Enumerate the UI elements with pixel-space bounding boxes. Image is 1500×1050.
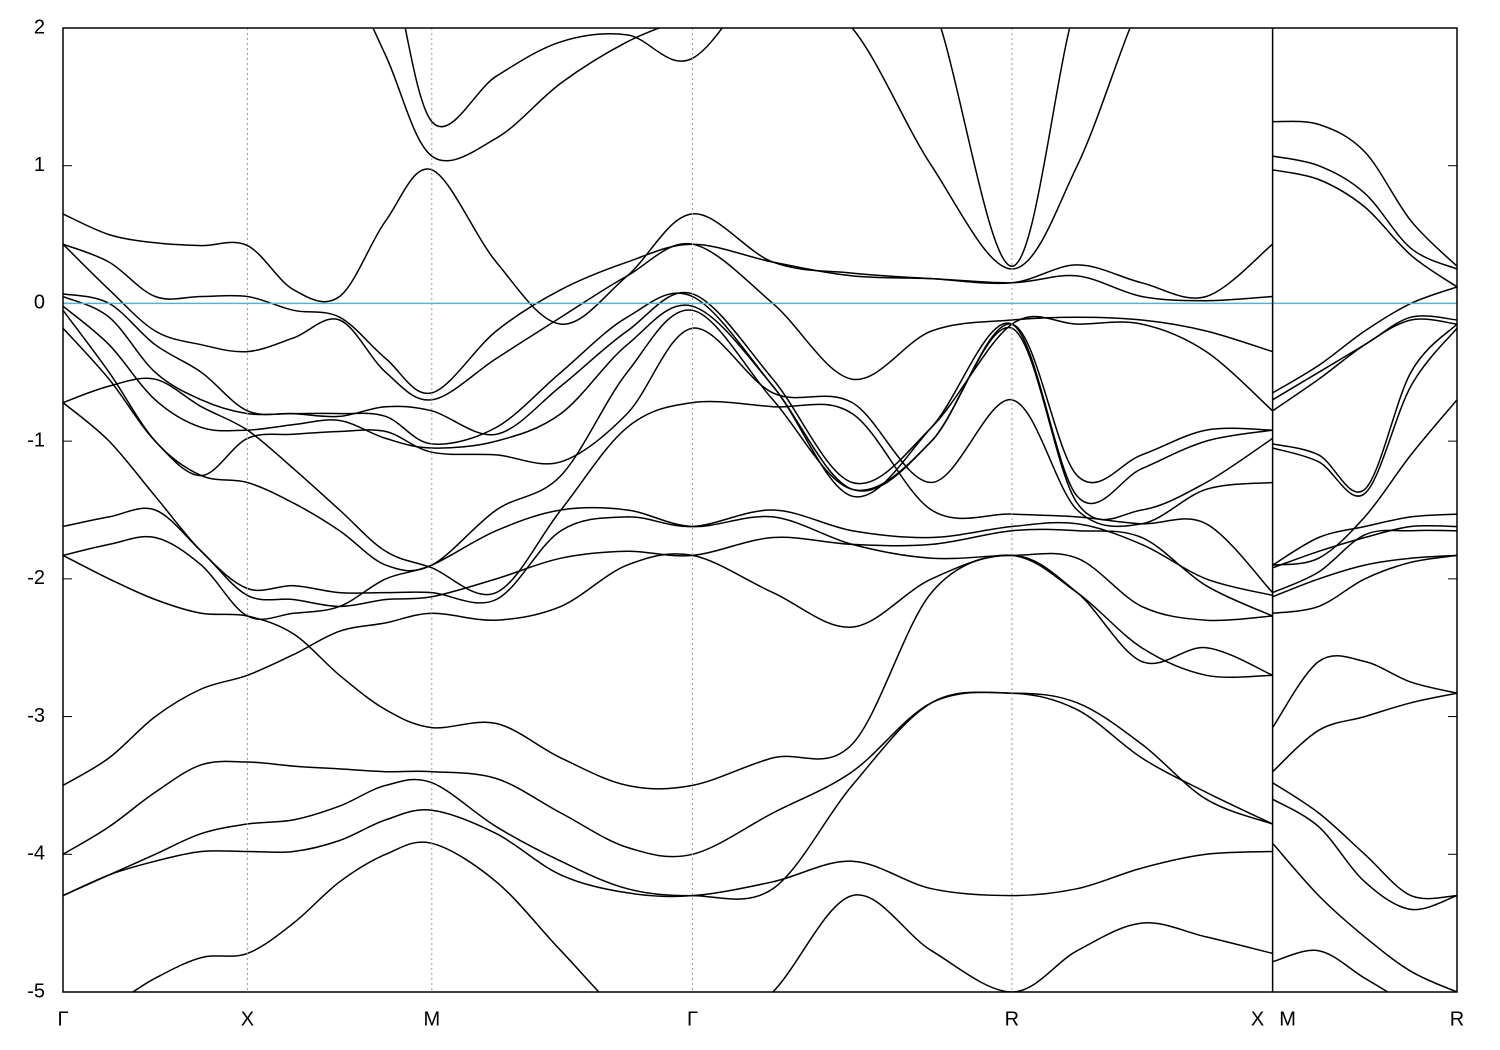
y-tick-label: -5 <box>27 980 45 1002</box>
band-line <box>63 291 1457 485</box>
y-tick-label: 2 <box>34 16 45 38</box>
x-tick-label: X <box>1251 1008 1264 1030</box>
y-tick-label: -1 <box>27 429 45 451</box>
band-line <box>63 554 1457 790</box>
x-tick-label: X <box>241 1008 254 1030</box>
plot-frame <box>62 27 1458 993</box>
x-tick-label: M <box>423 1008 440 1030</box>
band-line <box>63 691 1457 911</box>
band-line <box>404 28 1457 267</box>
band-line <box>63 292 1457 493</box>
band-line <box>63 309 1457 572</box>
y-tick-label: 0 <box>34 292 45 314</box>
band-line <box>63 304 1457 505</box>
band-line <box>63 506 1457 622</box>
band-line <box>63 808 1457 992</box>
band-line <box>63 553 1457 787</box>
band-line <box>372 28 1457 270</box>
y-tick-label: -2 <box>27 567 45 589</box>
band-line <box>63 507 1457 617</box>
band-line <box>63 243 1457 395</box>
y-tick-label: -3 <box>27 705 45 727</box>
y-tick-label: 1 <box>34 154 45 176</box>
band-line <box>63 377 1457 596</box>
x-tick-label: R <box>1450 1008 1464 1030</box>
x-tick-label: R <box>1005 1008 1019 1030</box>
x-tick-label: Γ <box>687 1008 698 1030</box>
x-tick-label: Γ <box>57 1008 68 1030</box>
x-tick-label: M <box>1279 1008 1296 1030</box>
bands <box>63 28 1457 992</box>
band-line <box>131 841 1390 992</box>
band-line <box>63 691 1457 900</box>
band-line <box>63 168 1457 325</box>
band-line <box>63 402 1457 604</box>
y-tick-label: -4 <box>27 843 45 865</box>
band-line <box>63 327 1457 566</box>
